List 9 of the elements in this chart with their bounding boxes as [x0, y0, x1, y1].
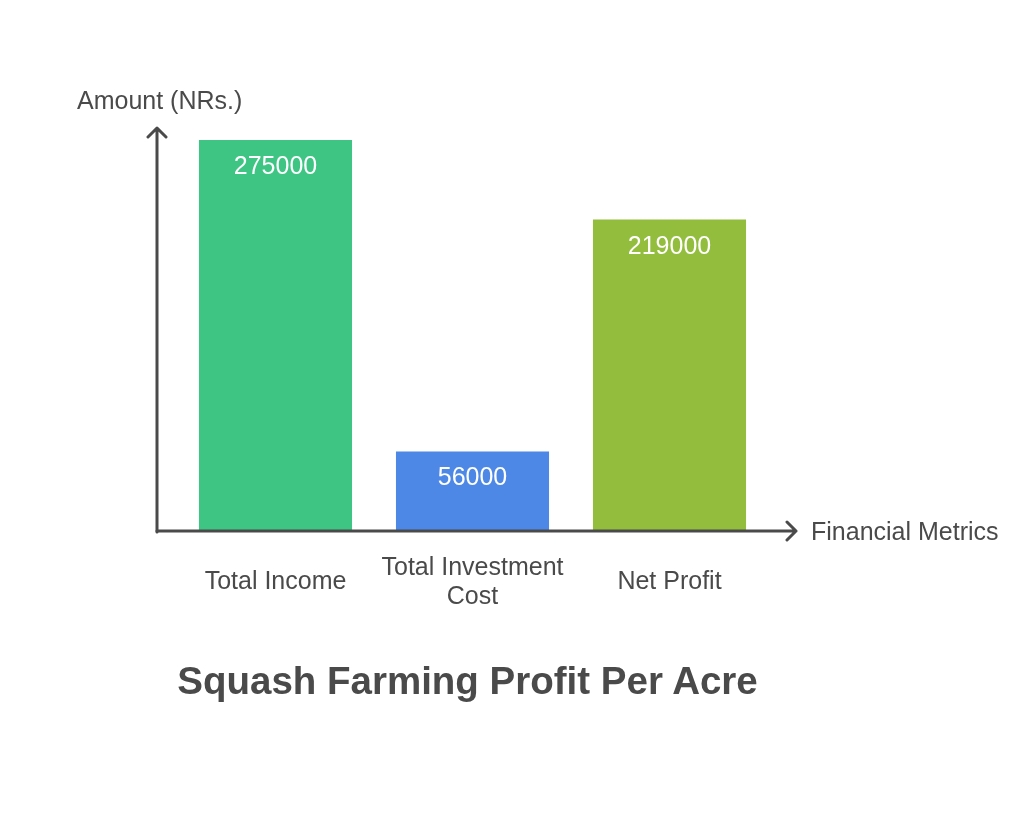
x-tick-label: Net Profit: [617, 566, 722, 595]
data-label: 56000: [437, 462, 508, 491]
x-tick-label: Total Income: [204, 566, 347, 595]
x-tick-label: Total Investment Cost: [381, 551, 564, 609]
data-label: 275000: [233, 150, 318, 179]
x-axis-title: Financial Metrics: [811, 516, 999, 547]
data-label: 219000: [627, 230, 712, 259]
text: Squash Farming Profit Per Acre: [176, 658, 759, 704]
y-axis-title: Amount (NRs.): [77, 85, 243, 116]
